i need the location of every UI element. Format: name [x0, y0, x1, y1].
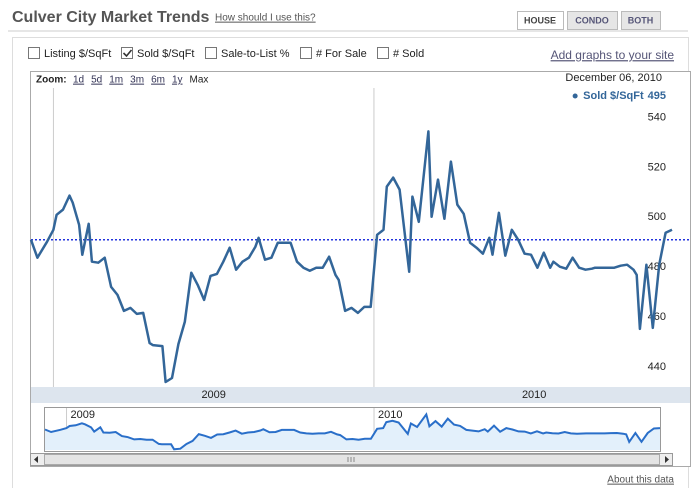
zoom-option[interactable]: 3m [130, 75, 144, 86]
checkmark [122, 49, 133, 58]
checkbox[interactable] [28, 47, 40, 59]
zoom-option[interactable]: 1m [109, 75, 123, 86]
footer-link[interactable]: About this data [607, 475, 674, 486]
navigator-label: 2009 [71, 409, 95, 421]
zoom-option[interactable]: 6m [151, 75, 165, 86]
scroll-thumb[interactable] [44, 454, 660, 465]
help-link[interactable]: How should I use this? [215, 13, 316, 24]
tab[interactable] [517, 11, 564, 30]
zoom-option[interactable]: 1d [73, 75, 84, 86]
title: Culver City Market Trends [12, 9, 210, 26]
tab[interactable] [567, 11, 618, 30]
checkbox[interactable] [205, 47, 217, 59]
y-tick-label: 480 [648, 261, 666, 273]
zoom-option: Max [190, 75, 209, 86]
y-tick-label: 520 [648, 161, 666, 173]
date-strip [31, 387, 690, 403]
checkbox-label[interactable]: Sold $/SqFt [137, 48, 194, 60]
checkbox[interactable] [121, 47, 133, 59]
embed-link[interactable]: Add graphs to your site [551, 48, 675, 62]
tab-label[interactable]: CONDO [575, 15, 609, 25]
navigator-label: 2010 [378, 409, 402, 421]
y-tick-label: 500 [648, 211, 666, 223]
navigator-area [45, 414, 660, 450]
checkbox-label[interactable]: Listing $/SqFt [44, 48, 111, 60]
checkbox[interactable] [300, 47, 312, 59]
zoom-label: Zoom: [36, 75, 67, 86]
x-tick-label: 2010 [522, 389, 546, 401]
scroll-grip [347, 457, 355, 462]
zoom-option[interactable]: 1y [172, 75, 183, 86]
legend-label: Sold $/SqFt [583, 90, 644, 102]
date-label: December 06, 2010 [565, 72, 662, 84]
checkbox-label[interactable]: # For Sale [316, 48, 367, 60]
legend-marker [572, 93, 578, 99]
navigator-line [44, 412, 661, 451]
data-line [29, 130, 673, 384]
checkbox[interactable] [377, 47, 389, 59]
checkbox-label[interactable]: # Sold [393, 48, 424, 60]
tab-label[interactable]: HOUSE [524, 15, 556, 25]
zoom-option[interactable]: 5d [91, 75, 102, 86]
x-tick-label: 2009 [201, 389, 225, 401]
legend-value: 495 [648, 90, 666, 102]
tab[interactable] [621, 11, 661, 30]
checkbox-label[interactable]: Sale-to-List % [221, 48, 290, 60]
y-tick-label: 440 [648, 361, 666, 373]
tab-label[interactable]: BOTH [628, 15, 654, 25]
y-tick-label: 540 [648, 111, 666, 123]
